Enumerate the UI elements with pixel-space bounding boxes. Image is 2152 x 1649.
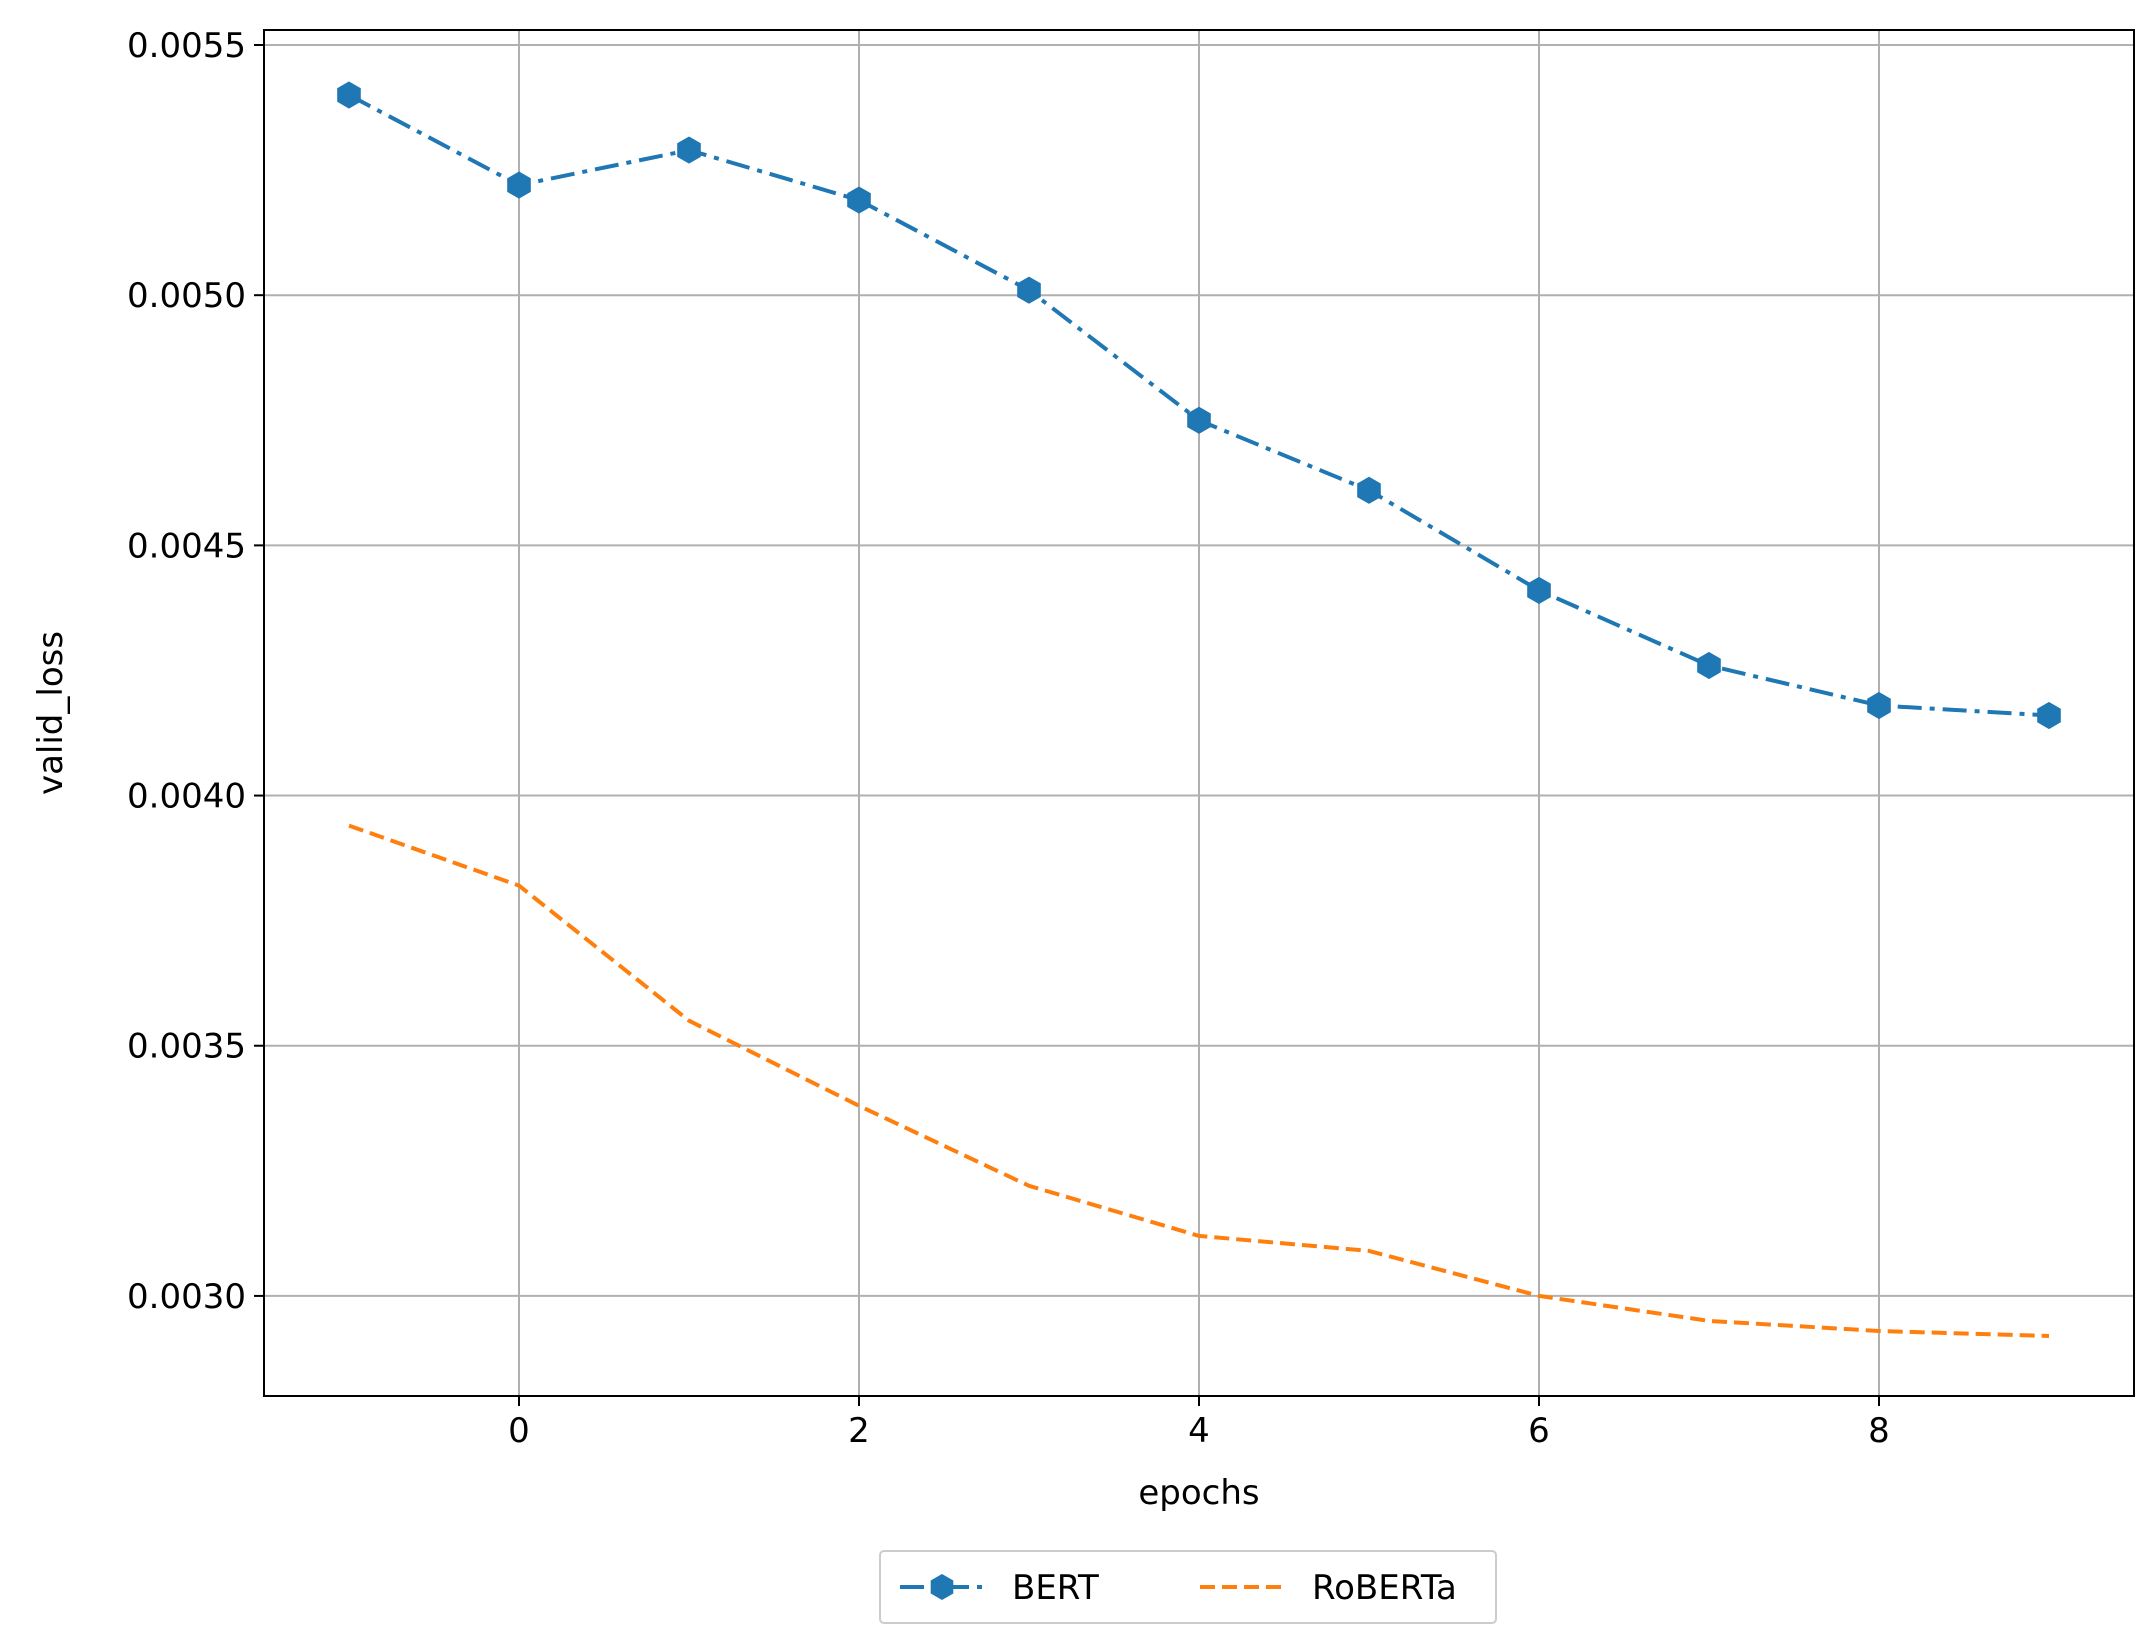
data-point <box>847 186 871 214</box>
grid-lines <box>264 30 2134 1396</box>
y-tick-label: 0.0040 <box>127 777 246 817</box>
x-tick-label: 8 <box>1868 1411 1890 1451</box>
y-tick-label: 0.0035 <box>127 1027 246 1067</box>
data-point <box>337 81 361 109</box>
legend-label: BERT <box>1012 1568 1099 1608</box>
series-layer <box>337 81 2061 1338</box>
data-point <box>1187 406 1211 434</box>
data-point <box>2037 701 2061 730</box>
series-roberta <box>348 823 2050 1338</box>
legend-box <box>879 1550 1497 1624</box>
axis-ticks: 0 2 4 6 8 0.0030 0.0035 0.0040 0.0045 0.0050 0.005… <box>127 26 1890 1451</box>
data-point <box>1017 276 1041 304</box>
data-point <box>1697 651 1721 680</box>
y-tick-label: 0.0045 <box>127 526 246 566</box>
data-point <box>1867 691 1891 720</box>
x-tick-label: 4 <box>1188 1411 1210 1451</box>
legend-items: BERT RoBERTa <box>900 1568 1457 1608</box>
y-tick-label: 0.0050 <box>127 276 246 316</box>
series-line <box>348 823 2050 1338</box>
legend-label: RoBERTa <box>1312 1568 1457 1608</box>
legend-marker <box>930 1574 954 1600</box>
legend: BERT RoBERTa <box>879 1550 1497 1624</box>
y-tick-label: 0.0030 <box>127 1277 246 1317</box>
series-bert <box>337 81 2061 730</box>
legend-item-roberta: RoBERTa <box>1200 1568 1457 1608</box>
data-point <box>507 171 531 199</box>
legend-item-bert: BERT <box>900 1568 1099 1608</box>
x-tick-label: 0 <box>508 1411 530 1451</box>
x-tick-label: 2 <box>848 1411 870 1451</box>
y-tick-label: 0.0055 <box>127 26 246 66</box>
y-axis-label: valid_loss <box>31 631 71 795</box>
x-axis-label: epochs <box>1138 1473 1259 1513</box>
data-point <box>1357 476 1381 504</box>
data-point <box>1527 576 1551 604</box>
x-tick-label: 6 <box>1528 1411 1550 1451</box>
data-point <box>677 136 701 164</box>
